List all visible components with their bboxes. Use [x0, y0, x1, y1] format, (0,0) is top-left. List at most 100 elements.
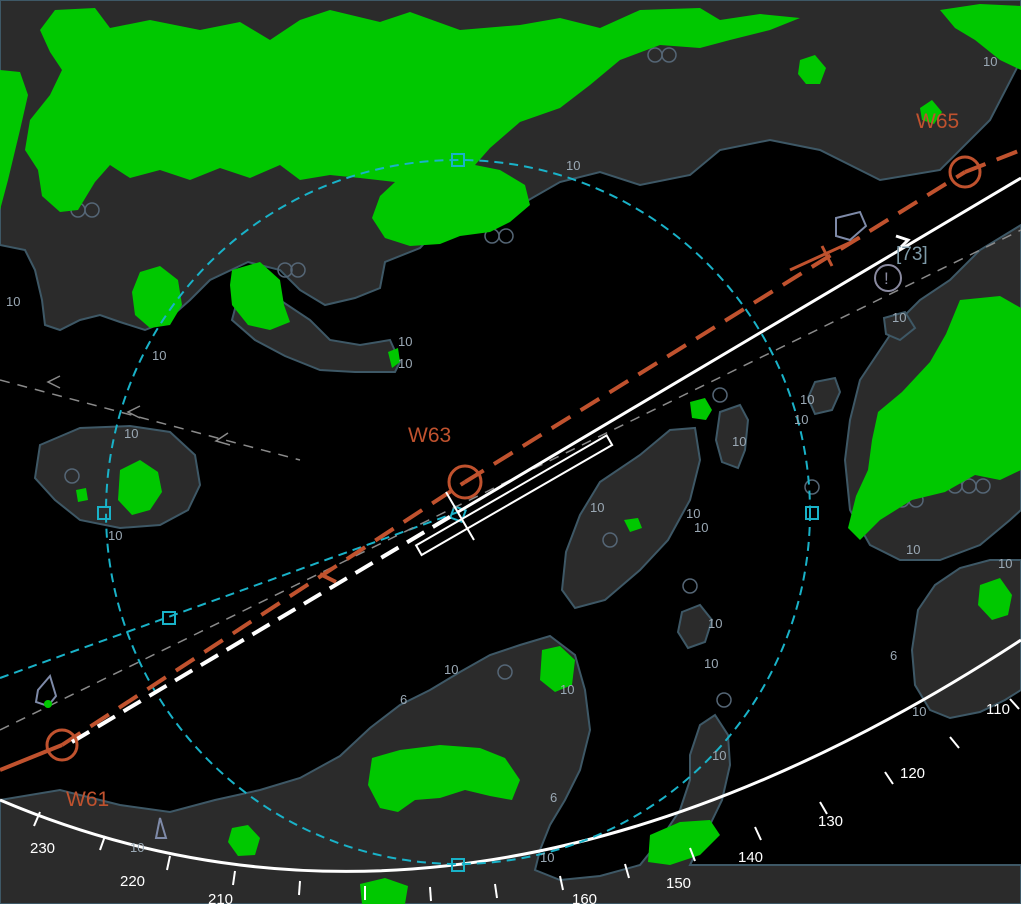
land-central-island: [560, 426, 702, 610]
depth-label: 10: [398, 334, 412, 349]
range-compass-arc: 230 220 210 160 150 140 130 120 110: [0, 638, 1021, 904]
depth-label: 6: [890, 648, 897, 663]
depth-label: 10: [6, 294, 20, 309]
ownship-beam-line: [445, 491, 475, 541]
depth-label: 10: [124, 426, 138, 441]
weather-cell-b: [230, 262, 290, 330]
weather-cell-i: [648, 820, 720, 865]
ownship-past-track: [70, 510, 460, 744]
ownship-heading-arrow-icon: [895, 234, 911, 252]
waypoint-W63[interactable]: W63: [408, 424, 483, 500]
depth-label: 6: [550, 790, 557, 805]
target-vessel-icon: [835, 210, 868, 242]
depth-label: 10: [152, 348, 166, 363]
route-leg-4: [964, 148, 1021, 174]
ownship-projected-track: [457, 176, 1021, 514]
heading-label-110: 110: [986, 701, 1010, 718]
land-small-island-c: [676, 603, 714, 650]
weather-cell-d2: [76, 488, 88, 502]
route-leg-1: [0, 743, 63, 772]
weather-east-small: [978, 578, 1012, 620]
waypoint-circle-icon: [447, 464, 483, 500]
land-small-island-a: [714, 403, 750, 470]
weather-echoes: [0, 4, 1021, 904]
depth-label: 10: [560, 682, 574, 697]
bearing-line: [0, 511, 459, 679]
weather-cell-j: [360, 878, 408, 904]
depth-label: 10: [800, 392, 814, 407]
ownship-track: [70, 176, 1021, 744]
depth-label: 10: [794, 412, 808, 427]
depth-labels: 10 10 10 10 10 10 10 10 10 10 10 10 10 1…: [6, 54, 1012, 865]
waypoint-W65[interactable]: W65: [916, 110, 982, 189]
route-xtd-marker: [319, 572, 337, 584]
route-leg-2: [60, 480, 467, 747]
depth-label: 6: [400, 692, 407, 707]
depth-label: 10: [130, 840, 144, 855]
compass-ticks: [33, 698, 1020, 902]
weather-north-tail: [0, 70, 28, 210]
heading-label-210: 210: [208, 891, 233, 904]
heading-label-130: 130: [818, 813, 843, 830]
depth-label: 10: [983, 54, 997, 69]
route-xtd-marker-2: [820, 245, 834, 267]
depth-label: 10: [892, 310, 906, 325]
weather-ne-dot2: [920, 100, 942, 124]
planned-route: [0, 148, 1021, 772]
weather-cell-e: [690, 398, 712, 420]
depth-label: 10: [686, 506, 700, 521]
depth-label: 10: [998, 556, 1012, 571]
depth-label: 10: [912, 704, 926, 719]
heading-label-140: 140: [738, 849, 763, 866]
waypoint-circle-icon: [948, 155, 982, 189]
waypoint-circle-icon: [45, 728, 79, 762]
vessel-position-dot: [44, 700, 52, 708]
vessel-symbol-icon-south: [154, 817, 168, 839]
heading-label-230: 230: [30, 840, 55, 857]
weather-ne: [940, 4, 1021, 70]
depth-label: 10: [566, 158, 580, 173]
heading-label-160: 160: [572, 891, 597, 904]
weather-north-band: [25, 8, 800, 246]
weather-east-big: [848, 296, 1021, 540]
heading-label-150: 150: [666, 875, 691, 892]
heading-label-220: 220: [120, 873, 145, 890]
depth-label: 10: [694, 520, 708, 535]
weather-cell-d: [118, 460, 162, 515]
weather-cell-f: [624, 518, 642, 532]
waypoint-label: W61: [66, 788, 109, 811]
depth-label: 10: [540, 850, 554, 865]
heading-label-120: 120: [900, 765, 925, 782]
route-leg-3: [463, 170, 967, 484]
ownship-vessel-outline: [414, 434, 614, 557]
land-small-island-b: [806, 376, 842, 416]
range-ring-markers: [97, 153, 819, 872]
weather-south-band: [368, 745, 520, 812]
depth-label: 10: [704, 656, 718, 671]
land-small-island-d: [882, 310, 917, 342]
traffic-tracks: [0, 229, 1021, 731]
warning-circle-icon: [874, 264, 902, 292]
weather-cell-h: [228, 825, 260, 856]
compass-arc: [0, 638, 1021, 873]
depth-label: 10: [708, 616, 722, 631]
target-tag: [73]: [896, 244, 928, 265]
land-west-island: [33, 424, 202, 530]
weather-cell-c: [388, 348, 400, 368]
depth-label: 10: [444, 662, 458, 677]
waypoint-label: W63: [408, 424, 451, 447]
weather-cell-a: [132, 266, 182, 328]
depth-label: 10: [590, 500, 604, 515]
depth-label: 10: [108, 528, 122, 543]
range-ring: [0, 153, 819, 872]
waypoint-W61[interactable]: W61: [45, 728, 109, 811]
depth-label: 10: [906, 542, 920, 557]
range-ring-circle: [105, 159, 811, 865]
weather-ne-dot: [798, 55, 826, 84]
depth-label: 10: [712, 748, 726, 763]
radar-target[interactable]: [73] !: [835, 210, 928, 292]
weather-cell-g: [540, 646, 575, 692]
vessel-symbol-icon[interactable]: [34, 673, 58, 708]
warning-glyph: !: [884, 269, 889, 288]
